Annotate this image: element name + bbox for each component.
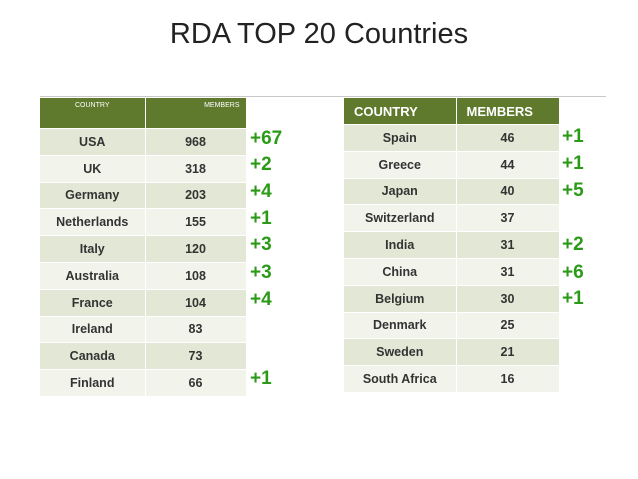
members-cell: 66 <box>145 369 247 397</box>
country-cell: Belgium <box>344 285 457 313</box>
delta-label: +4 <box>250 181 272 202</box>
country-cell: India <box>344 231 457 259</box>
members-cell: 46 <box>456 124 560 152</box>
right-country-table: COUNTRY MEMBERS Spain 46 Greece 44 Japan 40… <box>344 98 560 393</box>
table-row: India 31 <box>344 231 560 259</box>
country-cell: Germany <box>40 182 146 210</box>
column-header-members: MEMBERS <box>456 98 560 125</box>
country-cell: France <box>40 289 146 317</box>
delta-label: +5 <box>562 180 584 201</box>
table-row: Canada 73 <box>40 342 247 371</box>
table-row: UK 318 <box>40 155 247 183</box>
column-header-country: COUNTRY <box>40 98 146 129</box>
table-row: Japan 40 <box>344 178 560 206</box>
members-cell: 44 <box>456 151 560 179</box>
members-cell: 25 <box>456 312 560 340</box>
table-header-row: COUNTRY MEMBERS <box>40 98 247 129</box>
table-row: Denmark 25 <box>344 312 560 340</box>
table-row: Australia 108 <box>40 262 247 290</box>
members-cell: 104 <box>145 289 247 317</box>
members-cell: 31 <box>456 231 560 259</box>
table-row: Germany 203 <box>40 182 247 210</box>
delta-label: +1 <box>562 153 584 174</box>
delta-label: +67 <box>250 128 283 149</box>
members-cell: 318 <box>145 155 247 183</box>
table-row: France 104 <box>40 289 247 317</box>
column-header-members: MEMBERS <box>145 98 247 129</box>
members-cell: 203 <box>145 182 247 210</box>
table-row: Greece 44 <box>344 151 560 179</box>
members-cell: 73 <box>145 342 247 371</box>
table-header-row: COUNTRY MEMBERS <box>344 98 560 125</box>
delta-label: +6 <box>562 262 584 283</box>
table-row: Italy 120 <box>40 235 247 263</box>
country-cell: Denmark <box>344 312 457 340</box>
country-cell: Netherlands <box>40 208 146 237</box>
page-title: RDA TOP 20 Countries <box>169 18 469 50</box>
table-row: Belgium 30 <box>344 285 560 313</box>
delta-label: +3 <box>250 262 272 283</box>
table-row: Switzerland 37 <box>344 204 560 233</box>
table-row: Sweden 21 <box>344 338 560 367</box>
country-cell: Australia <box>40 262 146 290</box>
country-cell: China <box>344 258 457 286</box>
country-cell: Canada <box>40 342 146 371</box>
members-cell: 21 <box>456 338 560 367</box>
table-row: China 31 <box>344 258 560 286</box>
country-cell: UK <box>40 155 146 183</box>
members-cell: 40 <box>456 178 560 206</box>
country-cell: South Africa <box>344 365 457 393</box>
table-row: Netherlands 155 <box>40 208 247 237</box>
country-cell: Spain <box>344 124 457 152</box>
header-divider <box>40 96 606 97</box>
country-cell: Japan <box>344 178 457 206</box>
country-cell: Ireland <box>40 316 146 344</box>
table-row: USA 968 <box>40 128 247 156</box>
country-cell: USA <box>40 128 146 156</box>
table-row: Finland 66 <box>40 369 247 397</box>
members-cell: 968 <box>145 128 247 156</box>
country-cell: Finland <box>40 369 146 397</box>
members-cell: 120 <box>145 235 247 263</box>
country-cell: Sweden <box>344 338 457 367</box>
delta-label: +2 <box>250 154 272 175</box>
delta-label: +1 <box>562 288 584 309</box>
table-row: South Africa 16 <box>344 365 560 393</box>
delta-label: +2 <box>562 234 584 255</box>
table-row: Spain 46 <box>344 124 560 152</box>
table-row: Ireland 83 <box>40 316 247 344</box>
column-header-country: COUNTRY <box>344 98 457 125</box>
country-cell: Italy <box>40 235 146 263</box>
members-cell: 155 <box>145 208 247 237</box>
members-cell: 108 <box>145 262 247 290</box>
delta-label: +1 <box>250 208 272 229</box>
delta-label: +1 <box>250 368 272 389</box>
delta-label: +3 <box>250 234 272 255</box>
members-cell: 16 <box>456 365 560 393</box>
left-country-table: COUNTRY MEMBERS USA 968 UK 318 Germany 203 … <box>40 98 247 397</box>
members-cell: 31 <box>456 258 560 286</box>
delta-label: +4 <box>250 289 272 310</box>
members-cell: 37 <box>456 204 560 233</box>
members-cell: 30 <box>456 285 560 313</box>
members-cell: 83 <box>145 316 247 344</box>
country-cell: Switzerland <box>344 204 457 233</box>
delta-label: +1 <box>562 126 584 147</box>
country-cell: Greece <box>344 151 457 179</box>
